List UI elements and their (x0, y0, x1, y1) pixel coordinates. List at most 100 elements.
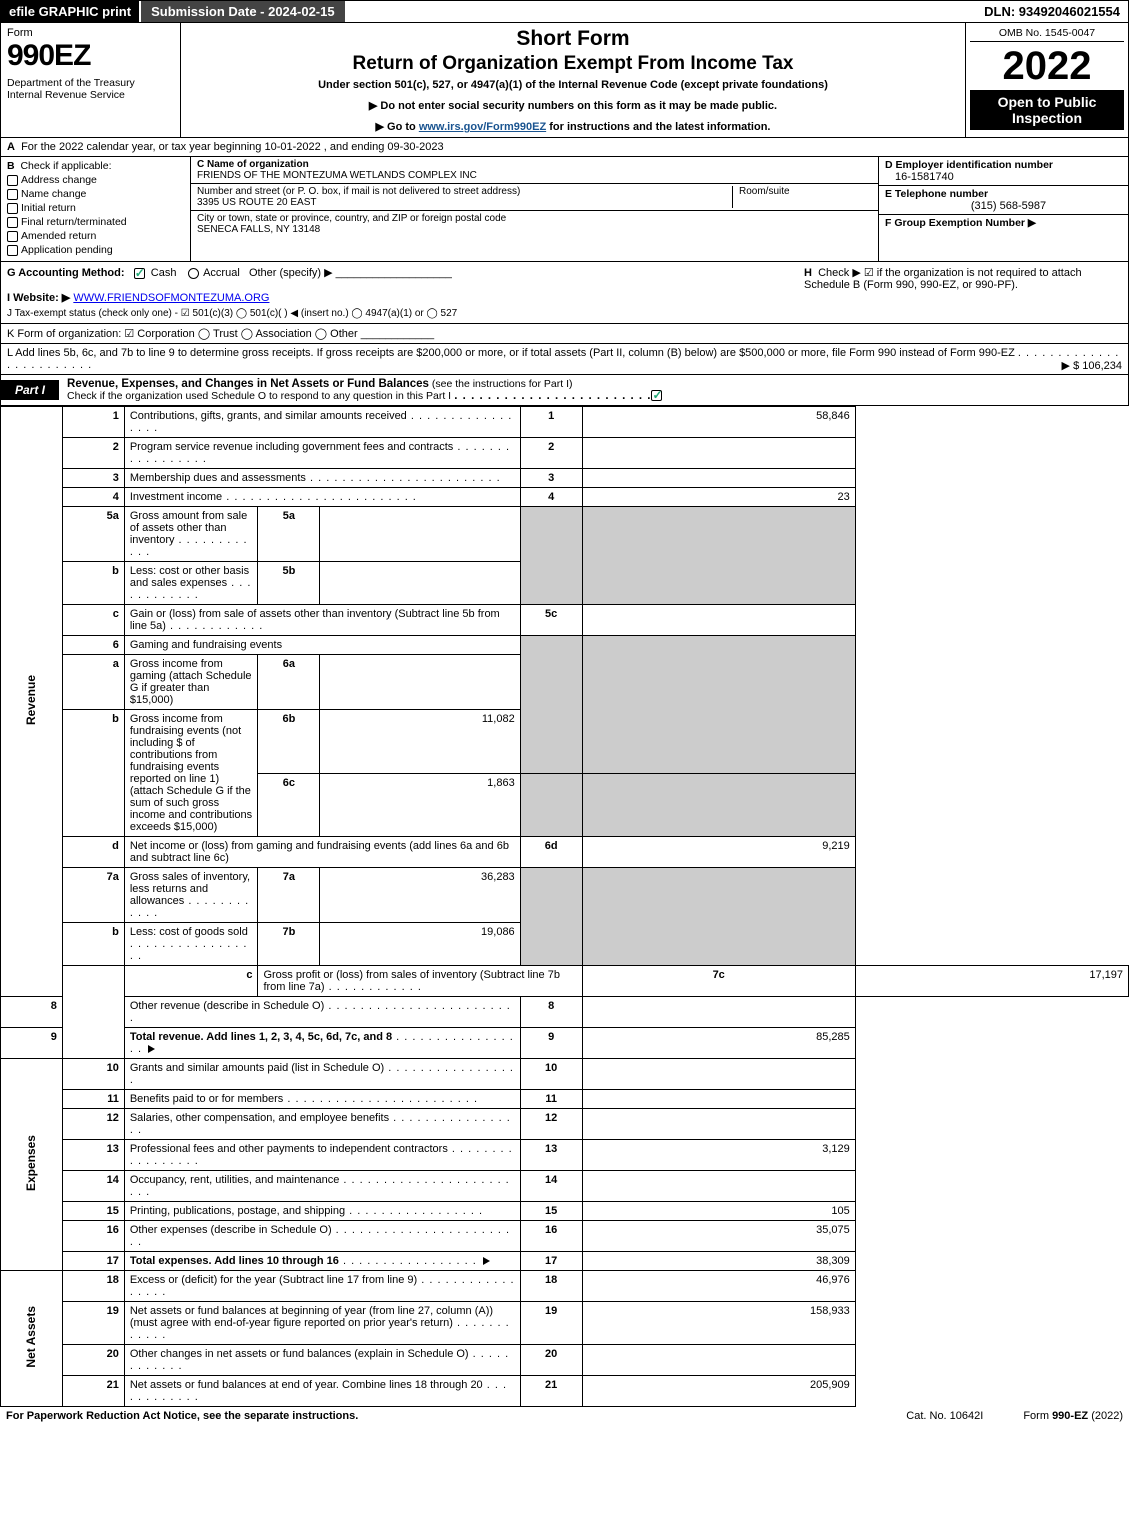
sl-7a: 7a (258, 868, 320, 923)
ln-11: 11 (62, 1090, 124, 1109)
row-k: K Form of organization: ☑ Corporation ◯ … (0, 324, 1129, 344)
v-19: 158,933 (582, 1302, 855, 1345)
e-phone-val: (315) 568-5987 (885, 200, 1122, 212)
rn-5c: 5c (520, 605, 582, 636)
chk-amended-return[interactable] (7, 231, 18, 242)
chk-application-pending[interactable] (7, 245, 18, 256)
rn-8: 8 (520, 997, 582, 1028)
v-9: 85,285 (582, 1028, 855, 1059)
ln-9: 9 (1, 1028, 63, 1059)
sv-6a (320, 655, 520, 710)
rn-20: 20 (520, 1345, 582, 1376)
c-name-lbl: C Name of organization (197, 159, 309, 170)
v-6c-shade (582, 773, 855, 837)
ln-15: 15 (62, 1202, 124, 1221)
ln-18: 18 (62, 1271, 124, 1302)
d-6b: Gross income from fundraising events (no… (130, 713, 252, 833)
h-text: Check ▶ ☑ if the organization is not req… (804, 267, 1082, 291)
form-header: Form 990EZ Department of the Treasury In… (0, 23, 1129, 138)
ln-7c: c (124, 966, 258, 997)
chk-address-change[interactable] (7, 175, 18, 186)
ln-17: 17 (62, 1252, 124, 1271)
efile-print-button[interactable]: efile GRAPHIC print (1, 1, 139, 22)
vlabel-netassets: Net Assets (1, 1271, 63, 1407)
ln-21: 21 (62, 1376, 124, 1407)
part1-header: Part I Revenue, Expenses, and Changes in… (0, 375, 1129, 406)
ln-19: 19 (62, 1302, 124, 1345)
rn-3: 3 (520, 469, 582, 488)
rn-19: 19 (520, 1302, 582, 1345)
chk-final-return[interactable] (7, 217, 18, 228)
d-16: Other expenses (describe in Schedule O) (130, 1224, 332, 1236)
footer-right: Form 990-EZ (2022) (1023, 1410, 1123, 1422)
v-7ab-shade (582, 868, 855, 966)
ln-3: 3 (62, 469, 124, 488)
v-4: 23 (582, 488, 855, 507)
sv-6c: 1,863 (320, 773, 520, 837)
d-20: Other changes in net assets or fund bala… (130, 1348, 469, 1360)
open-public-inspection: Open to Public Inspection (970, 90, 1124, 130)
sv-7b: 19,086 (320, 923, 520, 966)
i-website-lbl: I Website: ▶ (7, 292, 70, 304)
opt-application-pending: Application pending (21, 244, 113, 256)
rn-6d: 6d (520, 837, 582, 868)
d-17: Total expenses. Add lines 10 through 16 (130, 1255, 339, 1267)
v-18: 46,976 (582, 1271, 855, 1302)
rn-7c: 7c (582, 966, 855, 997)
dept-treasury: Department of the Treasury Internal Reve… (7, 77, 174, 101)
form-subtitle: Under section 501(c), 527, or 4947(a)(1)… (187, 79, 959, 91)
v-17: 38,309 (582, 1252, 855, 1271)
form-title-short: Short Form (187, 27, 959, 51)
rn-2: 2 (520, 438, 582, 469)
v-13: 3,129 (582, 1140, 855, 1171)
rn-21: 21 (520, 1376, 582, 1407)
ln-5b: b (62, 562, 124, 605)
rn-4: 4 (520, 488, 582, 507)
rn-10: 10 (520, 1059, 582, 1090)
sv-5a (320, 507, 520, 562)
g-cash: Cash (151, 267, 177, 279)
d-15: Printing, publications, postage, and shi… (130, 1205, 345, 1217)
website-link[interactable]: WWW.FRIENDSOFMONTEZUMA.ORG (73, 292, 269, 304)
d-12: Salaries, other compensation, and employ… (130, 1112, 389, 1124)
rn-6abc-shade (520, 636, 582, 774)
d-8: Other revenue (describe in Schedule O) (130, 1000, 324, 1012)
part1-label: Part I (1, 380, 59, 400)
d-6a: Gross income from gaming (attach Schedul… (130, 658, 252, 706)
ln-6: 6 (62, 636, 124, 655)
g-lbl: G Accounting Method: (7, 267, 125, 279)
sl-6c: 6c (258, 773, 320, 837)
ln-12: 12 (62, 1109, 124, 1140)
ln-2: 2 (62, 438, 124, 469)
omb-number: OMB No. 1545-0047 (970, 25, 1124, 42)
opt-final-return: Final return/terminated (21, 216, 127, 228)
chk-initial-return[interactable] (7, 203, 18, 214)
ln-8: 8 (1, 997, 63, 1028)
chk-name-change[interactable] (7, 189, 18, 200)
sv-6b: 11,082 (320, 710, 520, 774)
rn-18: 18 (520, 1271, 582, 1302)
part1-table: Revenue 1 Contributions, gifts, grants, … (0, 406, 1129, 1407)
rn-15: 15 (520, 1202, 582, 1221)
chk-cash[interactable] (134, 268, 145, 279)
header-center: Short Form Return of Organization Exempt… (181, 23, 966, 137)
g-accrual: Accrual (203, 267, 240, 279)
ln-5a: 5a (62, 507, 124, 562)
chk-accrual[interactable] (188, 268, 199, 279)
f-group-lbl: F Group Exemption Number ▶ (885, 217, 1036, 229)
l-val: ▶ $ 106,234 (1062, 359, 1122, 372)
vlabel-revenue: Revenue (1, 407, 63, 997)
block-identity: B Check if applicable: Address change Na… (0, 157, 1129, 262)
d-10: Grants and similar amounts paid (list in… (130, 1062, 384, 1074)
d-11: Benefits paid to or for members (130, 1093, 283, 1105)
opt-initial-return: Initial return (21, 202, 76, 214)
submission-date: Submission Date - 2024-02-15 (139, 1, 345, 22)
d-19: Net assets or fund balances at beginning… (130, 1305, 493, 1329)
org-street: 3395 US ROUTE 20 EAST (197, 197, 317, 208)
ln-7b: b (62, 923, 124, 966)
chk-schedule-o[interactable] (651, 390, 662, 401)
v-20 (582, 1345, 855, 1376)
v-10 (582, 1059, 855, 1090)
irs-link[interactable]: www.irs.gov/Form990EZ (419, 121, 546, 133)
h-schedule-b: H Check ▶ ☑ if the organization is not r… (798, 262, 1128, 323)
